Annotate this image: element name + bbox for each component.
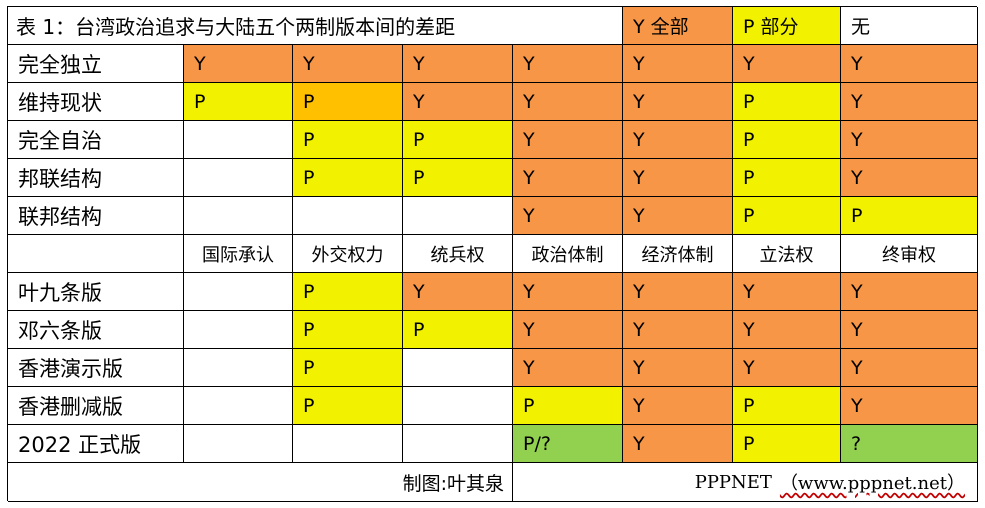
row-label: 叶九条版: [8, 273, 184, 311]
table-cell: Y: [841, 387, 978, 425]
table-cell: P: [293, 311, 403, 349]
category-header: 国际承认: [184, 235, 293, 273]
legend-partial: P 部分: [733, 7, 841, 45]
table-cell: Y: [623, 83, 733, 121]
table-cell: Y: [403, 273, 513, 311]
legend-all: Y 全部: [623, 7, 733, 45]
table-cell: [403, 425, 513, 463]
table-cell: P: [733, 121, 841, 159]
table-cell: P: [403, 121, 513, 159]
row-label: 邦联结构: [8, 159, 184, 197]
row-label: 香港删减版: [8, 387, 184, 425]
category-header: 立法权: [733, 235, 841, 273]
table-cell: [184, 311, 293, 349]
table-cell: P: [293, 159, 403, 197]
table-cell: [184, 387, 293, 425]
table-cell: P: [293, 121, 403, 159]
row-label: 2022 正式版: [8, 425, 184, 463]
table-cell: Y: [841, 349, 978, 387]
table-cell: P: [293, 83, 403, 121]
table-cell: P: [293, 387, 403, 425]
table-cell: Y: [841, 121, 978, 159]
table-cell: [184, 273, 293, 311]
table-cell: Y: [623, 349, 733, 387]
table-cell: [184, 425, 293, 463]
table-cell: Y: [513, 273, 623, 311]
table-cell: Y: [513, 349, 623, 387]
footer-source: PPPNET （www.pppnet.net）: [513, 463, 978, 502]
table-cell: P: [733, 159, 841, 197]
table-cell: Y: [733, 349, 841, 387]
row-label: 完全自治: [8, 121, 184, 159]
source-name: PPPNET: [694, 471, 772, 493]
table-cell: Y: [513, 83, 623, 121]
category-header: 经济体制: [623, 235, 733, 273]
category-header: 政治体制: [513, 235, 623, 273]
table-cell: Y: [733, 273, 841, 311]
table-cell: ?: [841, 425, 978, 463]
table-cell: Y: [841, 311, 978, 349]
table-cell: P: [841, 197, 978, 235]
table-cell: P: [184, 83, 293, 121]
row-label: 完全独立: [8, 45, 184, 83]
footer-credit: 制图:叶其泉: [8, 463, 513, 502]
category-header: 统兵权: [403, 235, 513, 273]
table-cell: P: [293, 349, 403, 387]
table-cell: [403, 387, 513, 425]
table-cell: P: [733, 83, 841, 121]
table-cell: [403, 197, 513, 235]
table-cell: P: [513, 387, 623, 425]
table-cell: P/?: [513, 425, 623, 463]
table-cell: Y: [293, 45, 403, 83]
row-label: 邓六条版: [8, 311, 184, 349]
table-cell: P: [733, 197, 841, 235]
table-cell: [184, 159, 293, 197]
table-cell: Y: [623, 425, 733, 463]
row-label: 维持现状: [8, 83, 184, 121]
table-cell: [293, 425, 403, 463]
table-cell: Y: [841, 45, 978, 83]
table-cell: Y: [733, 45, 841, 83]
table-cell: [184, 121, 293, 159]
category-header: 外交权力: [293, 235, 403, 273]
table-cell: Y: [623, 159, 733, 197]
legend-none: 无: [841, 7, 978, 45]
table-cell: Y: [184, 45, 293, 83]
table-cell: [293, 197, 403, 235]
category-header: 终审权: [841, 235, 978, 273]
table-cell: Y: [623, 387, 733, 425]
table-cell: P: [733, 425, 841, 463]
table-cell: Y: [841, 159, 978, 197]
comparison-table: 表 1：台湾政治追求与大陆五个两制版本间的差距 Y 全部 P 部分无完全独立 Y Y Y Y…: [7, 6, 978, 502]
table-cell: [403, 349, 513, 387]
table-cell: P: [403, 311, 513, 349]
table-cell: [184, 197, 293, 235]
table-cell: Y: [513, 197, 623, 235]
table-cell: Y: [841, 83, 978, 121]
table-cell: Y: [733, 311, 841, 349]
table-cell: P: [733, 387, 841, 425]
table-cell: Y: [513, 121, 623, 159]
row-label: 香港演示版: [8, 349, 184, 387]
table-cell: Y: [841, 273, 978, 311]
table-title: 表 1：台湾政治追求与大陆五个两制版本间的差距: [8, 7, 623, 45]
table-cell: Y: [403, 45, 513, 83]
table-cell: Y: [623, 273, 733, 311]
table-cell: Y: [623, 197, 733, 235]
table-cell: Y: [513, 45, 623, 83]
table-cell: Y: [623, 311, 733, 349]
table-cell: Y: [623, 45, 733, 83]
table-cell: Y: [513, 311, 623, 349]
table-cell: [184, 349, 293, 387]
table-cell: Y: [513, 159, 623, 197]
table-cell: P: [403, 159, 513, 197]
table-cell: Y: [623, 121, 733, 159]
category-corner: [8, 235, 184, 273]
table-cell: P: [293, 273, 403, 311]
row-label: 联邦结构: [8, 197, 184, 235]
source-url: （www.pppnet.net）: [779, 473, 965, 494]
table-cell: Y: [403, 83, 513, 121]
